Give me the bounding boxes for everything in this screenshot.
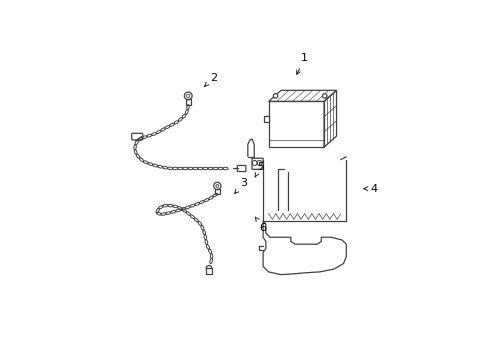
Circle shape	[273, 94, 277, 98]
FancyBboxPatch shape	[237, 166, 245, 172]
FancyBboxPatch shape	[263, 116, 268, 122]
Text: 3: 3	[234, 178, 246, 193]
FancyBboxPatch shape	[185, 99, 190, 105]
Circle shape	[322, 94, 326, 98]
Text: 2: 2	[204, 73, 216, 86]
FancyBboxPatch shape	[131, 133, 142, 140]
Polygon shape	[251, 158, 263, 169]
FancyBboxPatch shape	[205, 268, 212, 274]
FancyBboxPatch shape	[215, 189, 219, 194]
Text: 5: 5	[255, 162, 263, 177]
Text: 1: 1	[296, 53, 307, 75]
Text: 6: 6	[255, 217, 266, 233]
Text: 4: 4	[363, 184, 377, 194]
